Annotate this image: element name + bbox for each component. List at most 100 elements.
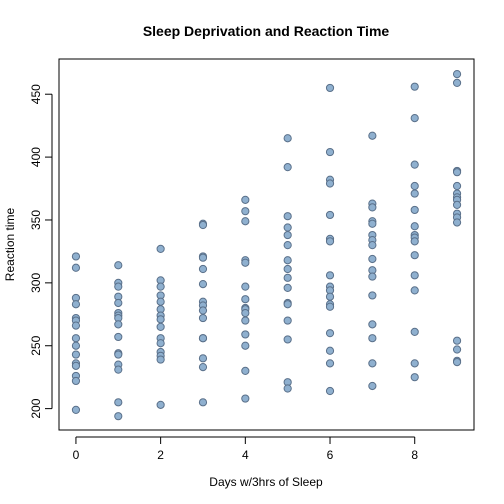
data-point [198,354,208,363]
data-point [156,297,165,306]
data-point [71,263,81,272]
data-point [114,365,123,374]
data-point [114,298,123,308]
data-point [71,341,81,350]
data-point [410,237,419,246]
y-tick-label: 350 [29,210,43,230]
data-point [283,316,292,325]
data-point [410,222,419,231]
data-point [156,400,165,409]
data-point [325,271,335,280]
data-point [368,203,377,212]
data-point [410,160,419,169]
data-point [325,346,335,355]
data-point [198,280,208,289]
data-point [452,200,462,209]
data-point [241,341,250,350]
data-point [452,336,462,345]
data-point [283,273,292,282]
data-point [452,345,462,354]
data-point [241,217,250,226]
data-point [368,131,377,140]
data-point [368,320,377,329]
data-point [241,394,250,403]
data-point [156,339,165,348]
data-point [156,282,165,291]
data-point [283,256,292,265]
data-point [71,361,81,370]
x-tick-label: 0 [73,448,80,462]
y-tick-label: 450 [29,84,43,104]
data-point [114,282,123,291]
data-point [198,398,208,407]
data-point [283,212,292,221]
data-point [283,230,292,240]
data-point [71,252,81,261]
data-point [368,219,377,228]
data-point [325,292,335,301]
data-point [325,83,335,93]
x-tick-label: 4 [242,448,249,462]
data-point [156,355,165,364]
data-point [368,334,377,343]
data-point [410,327,419,337]
data-point [368,359,377,368]
y-tick-label: 200 [29,398,43,418]
data-point [283,264,292,274]
data-point [241,295,250,304]
data-point [241,282,250,291]
data-point [71,350,81,359]
data-point [368,272,377,281]
data-point [325,359,335,368]
y-axis-title: Reaction time [3,207,17,281]
data-point [156,322,165,331]
data-point [241,258,250,267]
data-point [410,271,419,280]
data-point [283,335,292,344]
data-point [368,291,377,300]
data-point [325,147,335,157]
data-point [198,253,208,262]
x-axis: 0 2 4 6 8 [73,436,418,462]
data-point [283,241,292,250]
data-point [198,313,208,323]
y-tick-label: 250 [29,335,43,355]
data-point [452,218,462,227]
data-point [114,412,123,421]
points-layer [71,69,462,421]
data-point [325,302,335,311]
chart-title: Sleep Deprivation and Reaction Time [143,23,390,39]
data-point [410,114,419,123]
data-point [452,69,462,79]
data-point [452,357,462,367]
data-point [368,381,377,391]
plot-frame [58,58,475,431]
data-point [410,189,419,198]
data-point [325,210,335,220]
data-point [198,306,208,315]
data-point [198,220,208,230]
data-point [156,315,165,324]
y-tick-label: 300 [29,273,43,293]
data-point [114,320,123,329]
data-point [241,195,250,204]
data-point [410,82,419,91]
data-point [114,350,123,359]
data-point [71,321,81,330]
data-point [410,205,419,215]
y-tick-label: 400 [29,147,43,167]
data-point [241,207,250,216]
data-point [241,308,250,318]
data-point [410,251,419,260]
data-point [410,181,419,191]
x-axis-title: Days w/3hrs of Sleep [209,475,323,489]
data-point [283,283,292,292]
data-point [198,363,208,372]
data-point [452,78,462,87]
data-point [283,134,292,143]
data-point [325,179,335,188]
data-point [283,163,292,172]
data-point [114,261,123,270]
